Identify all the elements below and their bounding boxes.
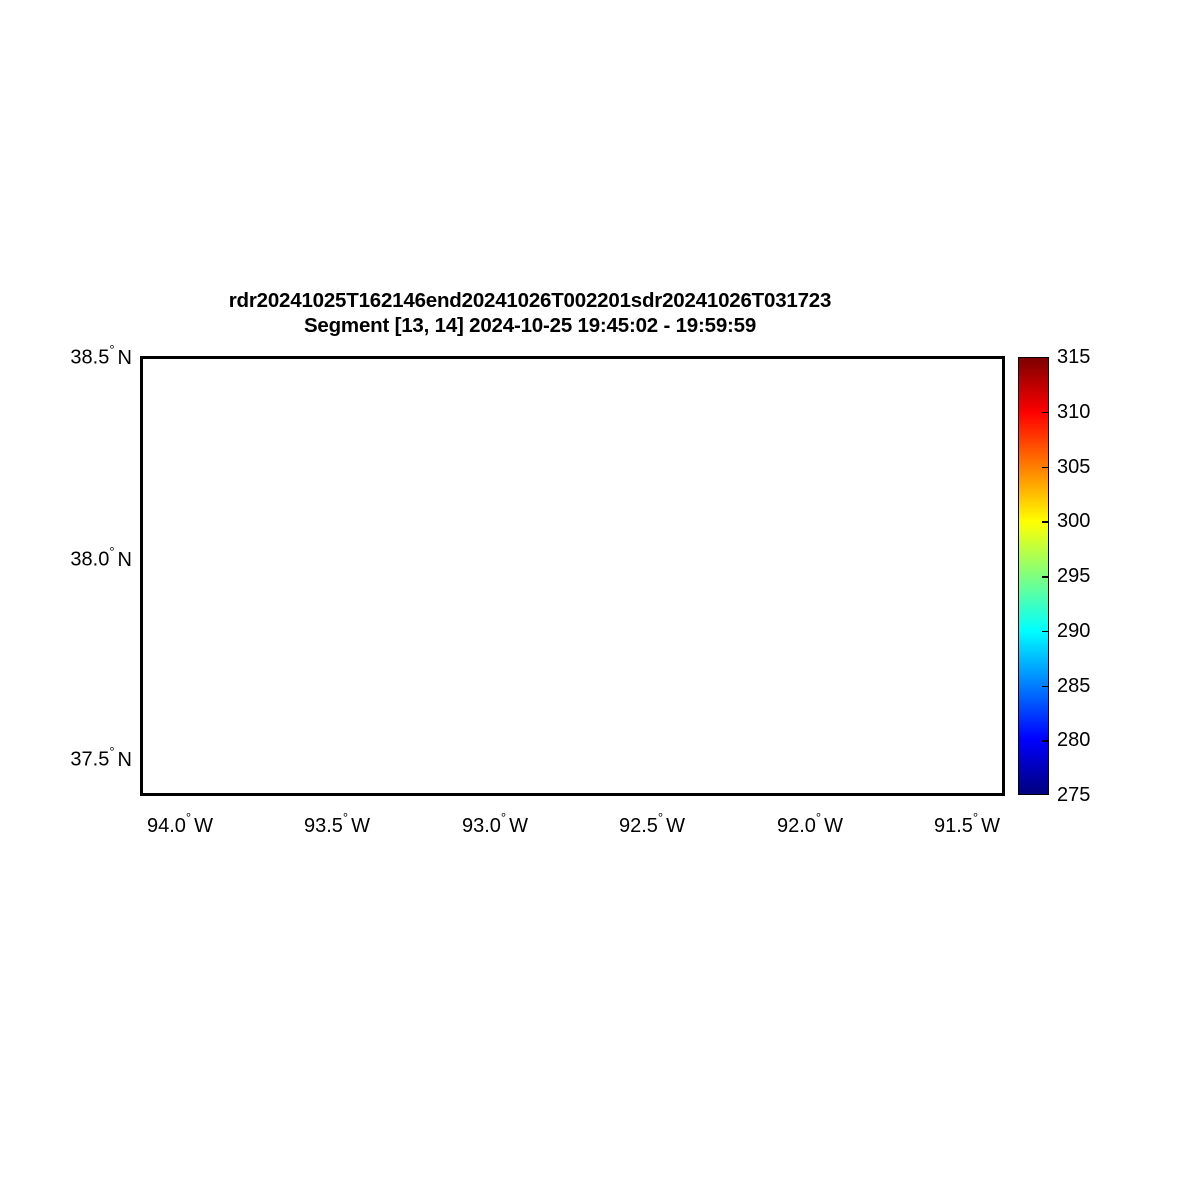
- colorbar-tick-label-285: 285: [1057, 674, 1091, 697]
- y-tick-37-5: 37.5° N: [70, 744, 132, 771]
- chart-title-line2: Segment [13, 14] 2024-10-25 19:45:02 - 1…: [303, 314, 757, 337]
- colorbar-tick-mark-280: [1042, 740, 1049, 742]
- axes-frame: [140, 356, 1005, 796]
- colorbar-tick-label-295: 295: [1057, 565, 1091, 587]
- chart-title-block: rdr20241025T162146end20241026T002201sdr2…: [0, 288, 1060, 338]
- colorbar-tick-label-315: 315: [1057, 346, 1091, 368]
- x-tick-93-5: 93.5° W: [303, 810, 371, 837]
- x-tick-92-0: 92.0° W: [776, 810, 844, 837]
- chart-title-line1: rdr20241025T162146end20241026T002201sdr2…: [228, 289, 832, 312]
- colorbar-tick-mark-290: [1042, 630, 1049, 633]
- x-tick-94-0: 94.0° W: [146, 810, 214, 837]
- colorbar-tick-mark-305: [1042, 466, 1049, 468]
- colorbar-tick-mark-285: [1042, 685, 1049, 687]
- colorbar-tick-mark-310: [1042, 411, 1049, 414]
- x-tick-92-5: 92.5° W: [618, 810, 686, 837]
- colorbar-tick-label-290: 290: [1057, 619, 1091, 642]
- colorbar-tick-label-280: 280: [1057, 729, 1091, 752]
- colorbar-tick-label-310: 310: [1057, 400, 1091, 423]
- colorbar-tick-mark-295: [1042, 576, 1049, 578]
- colorbar-tick-label-275: 275: [1057, 784, 1091, 806]
- x-tick-91-5: 91.5° W: [933, 810, 1001, 837]
- colorbar-tick-label-305: 305: [1057, 455, 1091, 478]
- y-tick-38-5: 38.5° N: [70, 342, 132, 369]
- y-tick-38-0: 38.0° N: [70, 544, 132, 571]
- x-tick-93-0: 93.0° W: [461, 810, 529, 837]
- colorbar-tick-label-300: 300: [1057, 510, 1091, 533]
- colorbar-tick-mark-300: [1042, 521, 1049, 523]
